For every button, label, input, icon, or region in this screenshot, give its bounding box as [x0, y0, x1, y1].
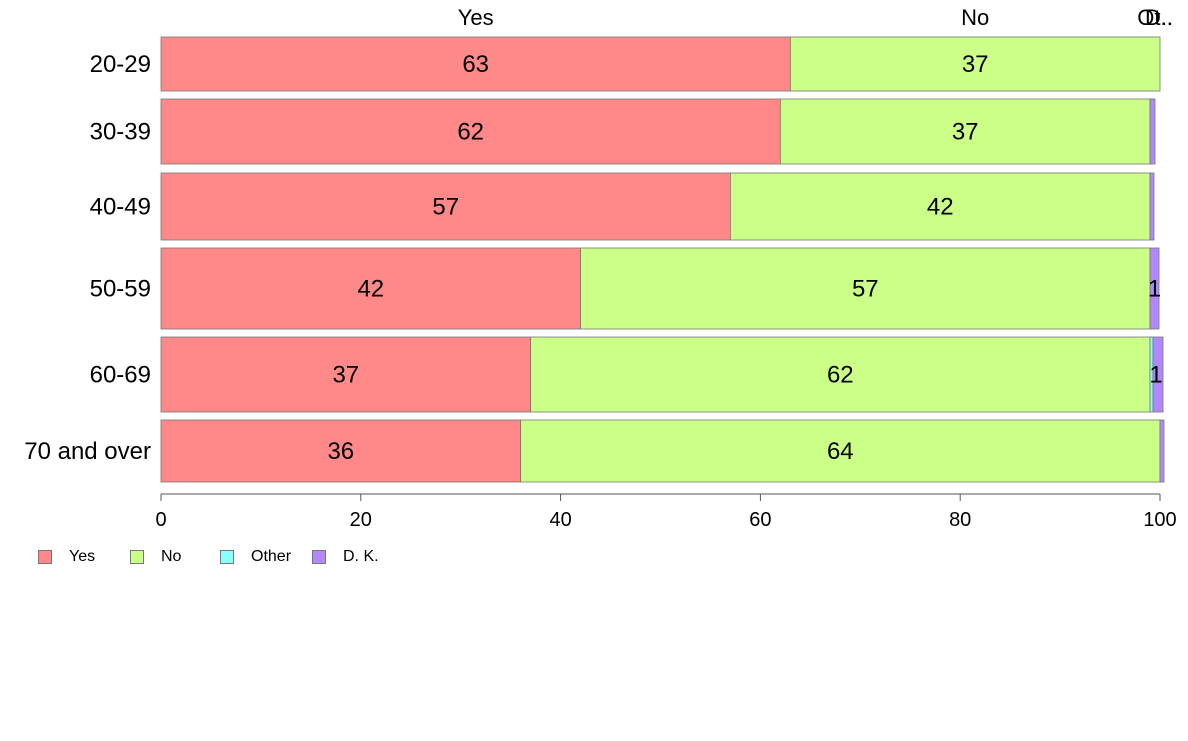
data-label-40-49-yes: 57	[432, 194, 459, 221]
legend-item-dk: D. K.	[312, 548, 379, 566]
legend-swatch-yes	[38, 550, 52, 564]
top-series-label-ot: Ot..	[1137, 5, 1172, 30]
bar-40-49-d-k	[1149, 172, 1155, 241]
data-label-30-39-no: 37	[952, 119, 979, 146]
legend-swatch-dk	[312, 550, 326, 564]
data-label-30-39-yes: 62	[457, 119, 484, 146]
legend-item-other: Other	[220, 548, 312, 566]
bar-40-49-no	[730, 172, 1151, 241]
legend: Yes No Other D. K.	[38, 548, 379, 566]
x-tick-label-80: 80	[949, 509, 971, 531]
data-label-60-69-yes: 37	[332, 362, 359, 389]
bar-30-39-yes	[160, 98, 781, 165]
data-label-60-69-no: 62	[827, 362, 854, 389]
category-label-40-49: 40-49	[90, 194, 151, 221]
data-label-20-29-yes: 63	[462, 51, 489, 78]
bar-50-59-yes	[160, 247, 581, 330]
legend-label-other: Other	[251, 548, 292, 565]
bar-50-59-d-k	[1149, 247, 1160, 330]
category-label-70-and-over: 70 and over	[24, 438, 151, 465]
data-label-50-59-no: 57	[852, 276, 879, 303]
bar-50-59-no	[580, 247, 1151, 330]
legend-label-no: No	[161, 548, 182, 565]
data-label-70-and-over-yes: 36	[327, 438, 354, 465]
data-label-50-59-yes: 42	[357, 276, 384, 303]
bar-70-and-over-yes	[160, 419, 522, 483]
bar-60-69-yes	[160, 336, 532, 413]
bar-30-39-no	[779, 98, 1151, 165]
x-tick-label-60: 60	[749, 509, 771, 531]
legend-swatch-no	[130, 550, 144, 564]
category-label-20-29: 20-29	[90, 51, 151, 78]
legend-item-no: No	[130, 548, 220, 566]
bar-60-69-d-k	[1152, 336, 1164, 413]
top-series-label-d: D..	[1145, 5, 1173, 30]
bar-20-29-yes	[160, 36, 791, 92]
x-tick-label-100: 100	[1143, 509, 1176, 531]
bar-70-and-over-no	[520, 419, 1161, 483]
data-label-40-49-no: 42	[927, 194, 954, 221]
data-label-60-69-d-k: 1	[1149, 362, 1162, 389]
legend-label-dk: D. K.	[343, 548, 379, 565]
data-label-50-59-d-k: 1	[1148, 276, 1161, 303]
category-label-30-39: 30-39	[90, 119, 151, 146]
data-label-70-and-over-no: 64	[827, 438, 854, 465]
legend-label-yes: Yes	[69, 548, 96, 565]
data-label-20-29-no: 37	[962, 51, 989, 78]
legend-swatch-other	[220, 550, 234, 564]
top-series-label-no: No	[961, 5, 989, 30]
x-tick-label-0: 0	[155, 509, 166, 531]
top-series-label-yes: Yes	[458, 5, 494, 30]
bar-40-49-yes	[160, 172, 731, 241]
category-label-60-69: 60-69	[90, 362, 151, 389]
x-tick-label-20: 20	[350, 509, 372, 531]
bar-60-69-no	[530, 336, 1151, 413]
bar-30-39-d-k	[1149, 98, 1156, 165]
x-tick-label-40: 40	[549, 509, 571, 531]
bar-70-and-over-d-k	[1159, 419, 1165, 483]
bar-20-29-no	[789, 36, 1161, 92]
category-label-50-59: 50-59	[90, 276, 151, 303]
legend-item-yes: Yes	[38, 548, 130, 566]
